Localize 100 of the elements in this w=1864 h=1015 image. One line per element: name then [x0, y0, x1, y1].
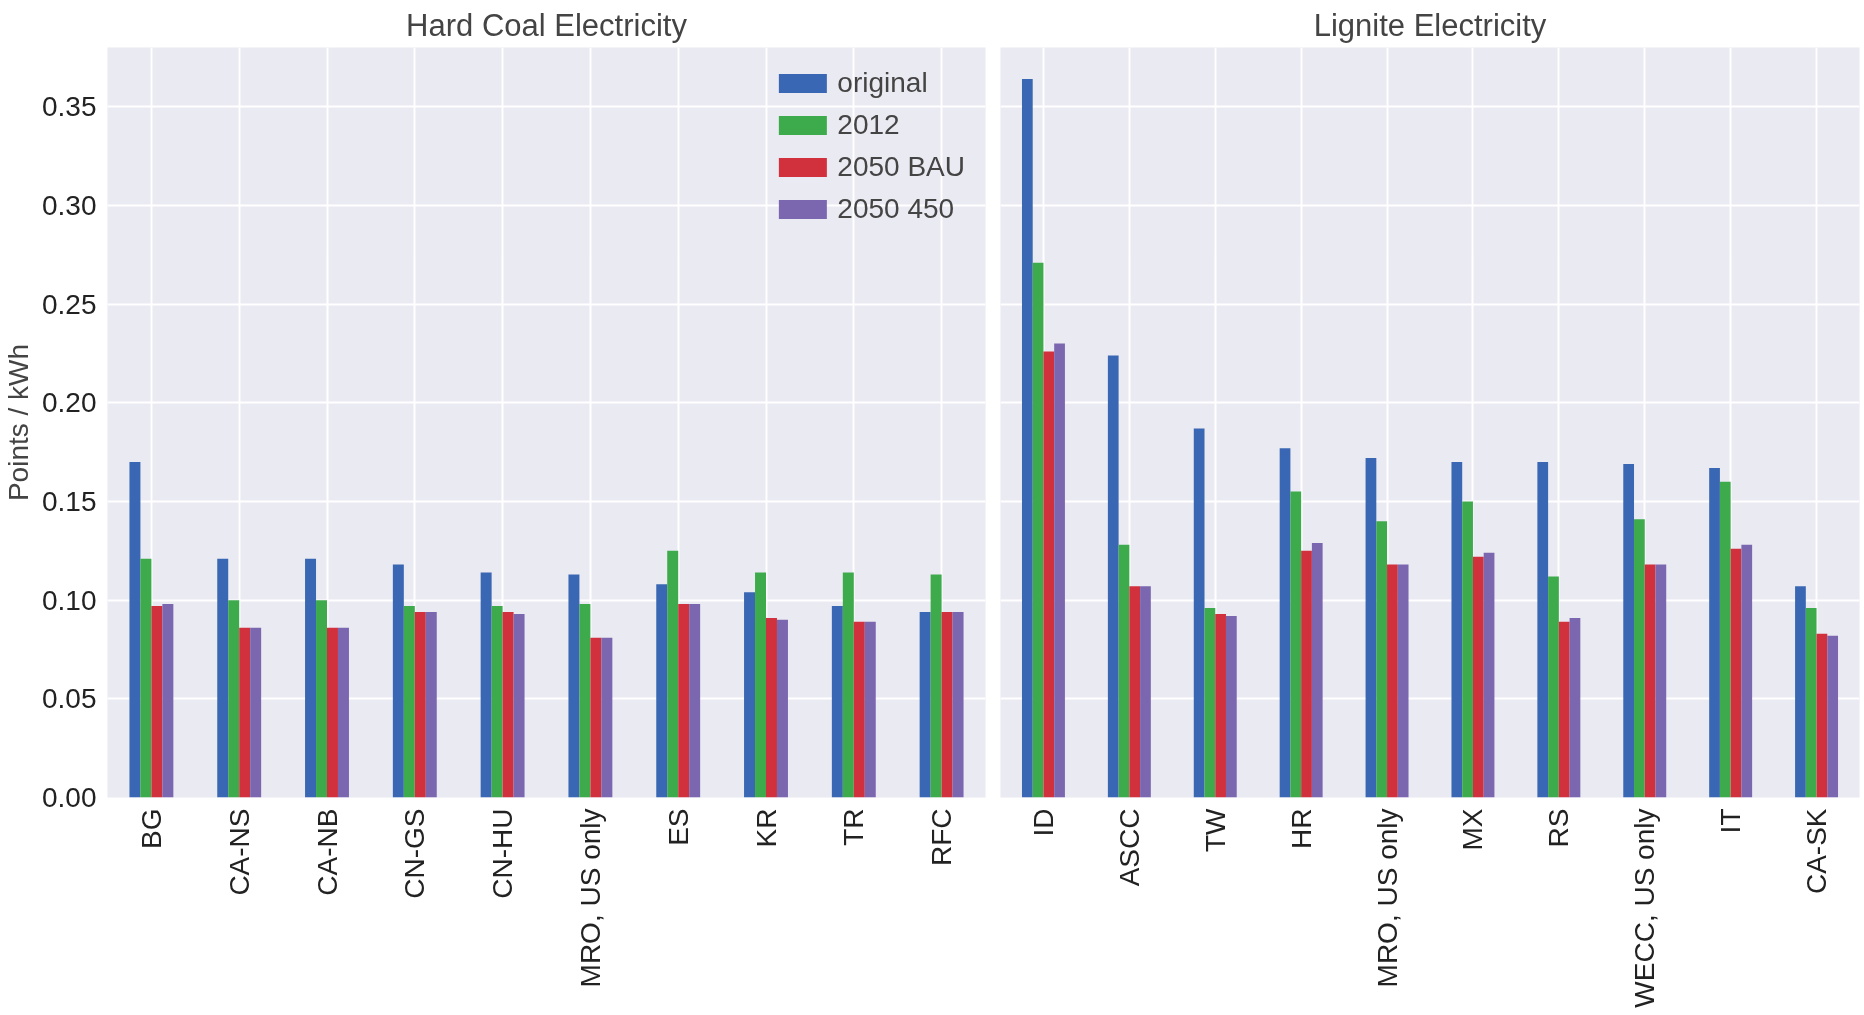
x-tick-label: TR	[838, 808, 870, 846]
x-tick-label: ES	[662, 808, 694, 846]
y-tick-label: 0.20	[42, 387, 97, 419]
bar	[414, 611, 426, 798]
y-tick-label: 0.05	[42, 683, 97, 715]
y-tick-label: 0.10	[42, 584, 97, 616]
bar	[1225, 615, 1237, 798]
x-tick-label: ASCC	[1113, 808, 1145, 887]
legend-label: original	[837, 67, 928, 99]
y-tick-label: 0.30	[42, 189, 97, 221]
bar	[590, 637, 602, 798]
bar	[689, 604, 701, 798]
bar	[480, 572, 492, 798]
bar	[831, 606, 843, 798]
chart-title: Hard Coal Electricity	[406, 7, 688, 43]
bar	[1129, 586, 1141, 798]
bar	[766, 617, 777, 798]
bar	[656, 584, 668, 798]
legend-label: 2050 BAU	[837, 151, 965, 183]
x-tick-label: ID	[1027, 808, 1059, 837]
x-tick-label: IT	[1715, 808, 1747, 834]
bar	[1290, 491, 1302, 798]
bar	[1311, 542, 1323, 798]
bar	[1387, 564, 1398, 798]
bar	[1118, 544, 1130, 798]
bar	[1548, 576, 1559, 798]
bar	[755, 572, 766, 798]
x-tick-label: CA-NB	[311, 808, 343, 896]
bar	[1709, 467, 1720, 798]
bar	[1376, 521, 1388, 798]
bar	[864, 621, 876, 798]
bar	[667, 550, 679, 798]
bar	[1741, 544, 1753, 798]
bar	[1140, 586, 1151, 798]
bar	[1365, 458, 1377, 798]
bar	[217, 558, 229, 798]
bar	[1032, 262, 1044, 798]
bar	[1795, 586, 1806, 798]
y-tick-label: 0.25	[42, 288, 97, 320]
bar	[952, 611, 964, 798]
x-tick-label: BG	[135, 808, 167, 849]
bar	[1451, 461, 1463, 798]
bar	[392, 564, 404, 798]
bar	[239, 627, 251, 798]
legend-label: 2012	[837, 109, 900, 141]
bar	[1107, 355, 1119, 798]
bar	[1816, 633, 1828, 798]
bar	[1193, 428, 1205, 798]
bar	[1215, 613, 1226, 798]
bar	[140, 558, 152, 798]
legend-label: 2050 450	[837, 193, 955, 225]
x-tick-label: HR	[1285, 808, 1317, 849]
bar	[941, 611, 953, 798]
bar	[502, 611, 514, 798]
x-tick-label: MRO, US only	[574, 808, 606, 988]
x-tick-label: CA-NS	[223, 808, 255, 896]
bar	[1204, 608, 1216, 798]
bar	[1644, 564, 1656, 798]
bar	[228, 600, 240, 798]
bar	[305, 558, 317, 798]
bar	[425, 611, 437, 798]
bar	[250, 627, 262, 798]
bar	[1623, 463, 1635, 798]
bar	[579, 604, 591, 798]
bar	[129, 461, 141, 798]
bar	[1655, 564, 1667, 798]
y-tick-label: 0.00	[42, 782, 97, 813]
x-tick-label: RFC	[926, 808, 958, 867]
bar	[1021, 79, 1033, 798]
x-tick-label: WECC, US only	[1629, 808, 1661, 1008]
bar	[513, 613, 525, 798]
bar	[1730, 548, 1742, 798]
bar	[1805, 608, 1817, 798]
bar	[1301, 550, 1312, 798]
bar	[1279, 448, 1291, 798]
bar	[930, 574, 942, 798]
x-tick-label: TW	[1199, 807, 1231, 853]
bar	[316, 600, 327, 798]
bar	[919, 611, 931, 798]
bar	[337, 627, 349, 798]
bar	[1558, 621, 1570, 798]
bar	[842, 572, 854, 798]
x-tick-label: MRO, US only	[1371, 808, 1403, 988]
bar	[776, 619, 788, 798]
x-tick-label: CN-HU	[487, 808, 519, 899]
bar	[678, 604, 690, 798]
x-tick-label: RS	[1543, 808, 1575, 848]
bar	[403, 606, 415, 798]
bar	[1634, 519, 1645, 798]
bar	[162, 604, 174, 798]
bar	[1569, 617, 1581, 798]
x-tick-label: CA-SK	[1801, 808, 1833, 895]
x-tick-label: KR	[750, 808, 782, 848]
bar	[491, 606, 503, 798]
x-tick-label: MX	[1457, 808, 1489, 851]
bar	[853, 621, 865, 798]
bar	[1719, 481, 1731, 798]
y-tick-label: 0.35	[42, 91, 97, 123]
chart-title: Lignite Electricity	[1313, 7, 1547, 43]
x-tick-label: CN-GS	[399, 808, 431, 899]
